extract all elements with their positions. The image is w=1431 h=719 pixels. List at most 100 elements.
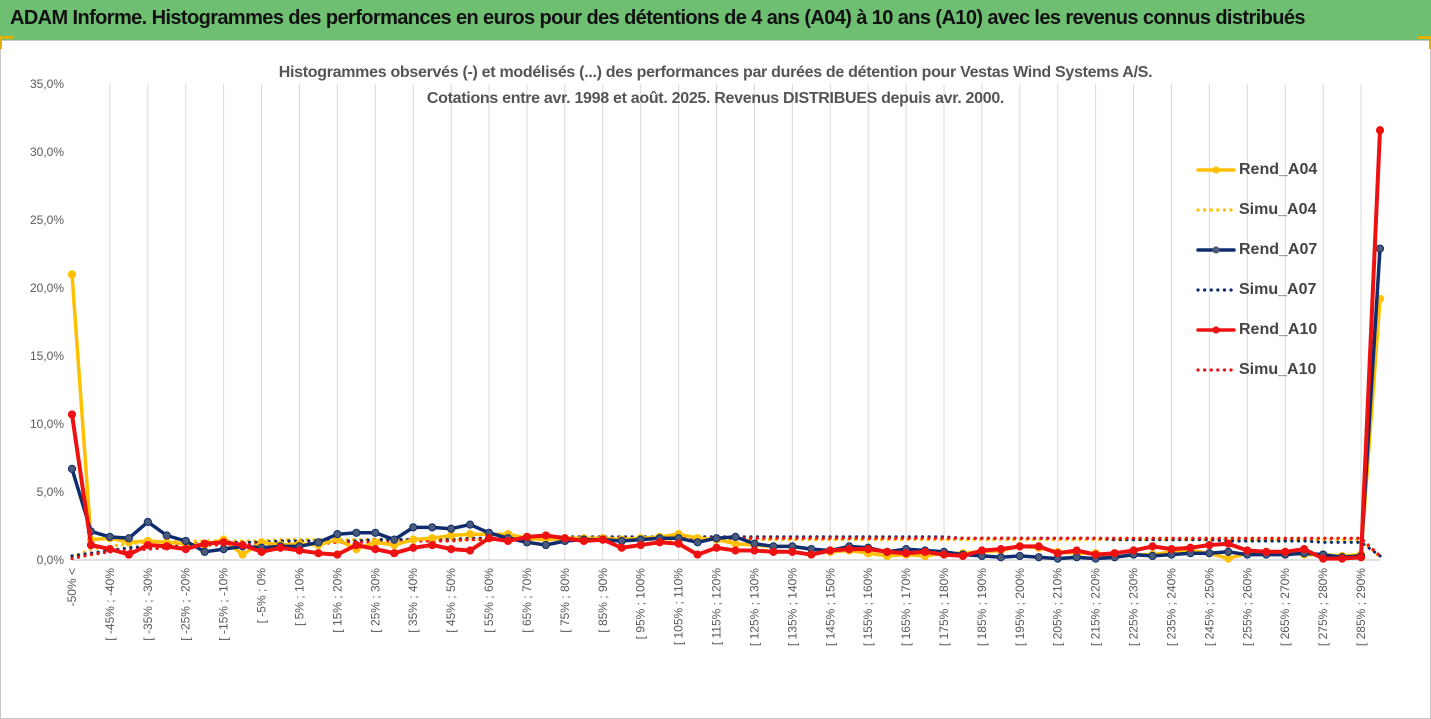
data-point [1262, 547, 1271, 556]
x-tick-label: [ 275% ; 280% [1316, 568, 1330, 646]
data-point [352, 540, 361, 550]
legend-swatch-marker [1212, 166, 1220, 174]
data-point [1375, 244, 1385, 253]
x-tick-label: [ 155% ; 160% [861, 568, 875, 646]
x-tick-label: [ 15% ; 20% [330, 568, 344, 633]
legend-swatch-marker [1212, 246, 1220, 254]
x-tick-label: [ 115% ; 120% [710, 568, 724, 645]
legend-label: Simu_A04 [1239, 201, 1317, 218]
data-point [1205, 549, 1214, 558]
data-point [655, 538, 664, 547]
data-point [864, 545, 873, 554]
data-point [712, 543, 721, 552]
data-point [1034, 542, 1043, 551]
x-tick-label: [ 225% ; 230% [1127, 568, 1141, 646]
data-point [1319, 554, 1328, 563]
x-tick-label: [ 245% ; 250% [1202, 568, 1216, 646]
report-banner: ADAM Informe. Histogrammes des performan… [0, 0, 1431, 41]
data-point [522, 532, 532, 541]
x-tick-label: [ 215% ; 220% [1089, 568, 1103, 646]
data-point [1091, 550, 1100, 559]
data-point [67, 464, 77, 473]
data-point [920, 547, 930, 556]
data-point [636, 540, 645, 550]
y-tick-label: 0,0% [37, 553, 65, 567]
x-tick-label: [ 5% ; 10% [292, 568, 306, 626]
data-point [428, 523, 437, 532]
data-point [143, 517, 152, 527]
data-point [371, 538, 380, 547]
series-line-rend_a07 [70, 246, 1382, 561]
data-point [219, 538, 228, 547]
data-point [1167, 545, 1176, 554]
x-tick-label: [ 235% ; 240% [1164, 568, 1178, 646]
x-tick-label: [ -35% ; -30% [141, 568, 155, 641]
data-point [238, 540, 247, 550]
legend-label: Rend_A04 [1239, 161, 1318, 178]
data-point [1224, 539, 1233, 548]
data-point [939, 550, 949, 559]
data-point [238, 550, 247, 559]
data-point [617, 536, 626, 546]
data-point [390, 535, 399, 544]
data-point [1129, 546, 1138, 555]
data-point [333, 550, 342, 559]
data-point [1224, 554, 1233, 563]
data-point [996, 545, 1005, 554]
x-tick-label: [ 65% ; 70% [520, 568, 534, 633]
y-tick-label: 35,0% [30, 77, 64, 91]
x-tick-label: [ 205% ; 210% [1051, 568, 1065, 646]
data-point [541, 540, 551, 550]
data-point [883, 547, 892, 556]
data-point [219, 545, 228, 554]
chart-title: Histogrammes observés (-) et modélisés (… [278, 64, 1153, 81]
y-tick-label: 20,0% [30, 281, 64, 295]
data-point [465, 530, 475, 539]
x-tick-label: [ -45% ; -40% [103, 568, 117, 641]
data-point [731, 539, 740, 548]
x-tick-label: [ 165% ; 170% [899, 568, 913, 646]
y-tick-label: 15,0% [30, 349, 64, 363]
legend-swatch [1196, 208, 1236, 212]
data-point [1072, 546, 1081, 555]
legend-swatch [1196, 246, 1236, 254]
data-point [1356, 553, 1366, 562]
data-point [143, 540, 152, 550]
chart-title-block: Histogrammes observés (-) et modélisés (… [0, 60, 1431, 112]
data-point [617, 543, 626, 552]
data-point [352, 528, 361, 537]
data-point [958, 551, 968, 561]
series-line-rend_a04 [70, 272, 1382, 561]
report-title: ADAM Informe. Histogrammes des performan… [10, 7, 1306, 29]
x-tick-label: [ 35% ; 40% [406, 568, 420, 633]
legend-swatch [1196, 326, 1236, 334]
data-point [105, 545, 115, 554]
data-point [750, 539, 759, 548]
data-point [845, 545, 854, 554]
data-point [1243, 546, 1252, 555]
data-point [447, 524, 456, 533]
x-tick-label: [ 285% ; 290% [1354, 568, 1368, 646]
data-point [428, 534, 437, 543]
legend-swatch [1196, 288, 1236, 292]
data-point [314, 538, 323, 547]
data-point [996, 553, 1005, 562]
x-tick-label: -50% < [65, 568, 79, 606]
x-tick-label: [ 55% ; 60% [482, 568, 496, 633]
x-tick-label: [ 105% ; 110% [672, 568, 686, 645]
x-tick-label: [ 75% ; 80% [558, 568, 572, 633]
legend-item: Simu_A07 [1195, 270, 1335, 310]
data-point [503, 536, 513, 546]
data-point [428, 540, 437, 550]
data-point [465, 546, 475, 555]
legend-swatch [1196, 368, 1236, 372]
x-tick-label: [ 175% ; 180% [937, 568, 951, 646]
data-point [1224, 547, 1233, 556]
data-point [1148, 542, 1157, 551]
data-point [1034, 553, 1043, 562]
data-point [333, 530, 342, 539]
data-point [124, 550, 133, 559]
data-point [447, 545, 456, 554]
data-point [181, 545, 190, 554]
